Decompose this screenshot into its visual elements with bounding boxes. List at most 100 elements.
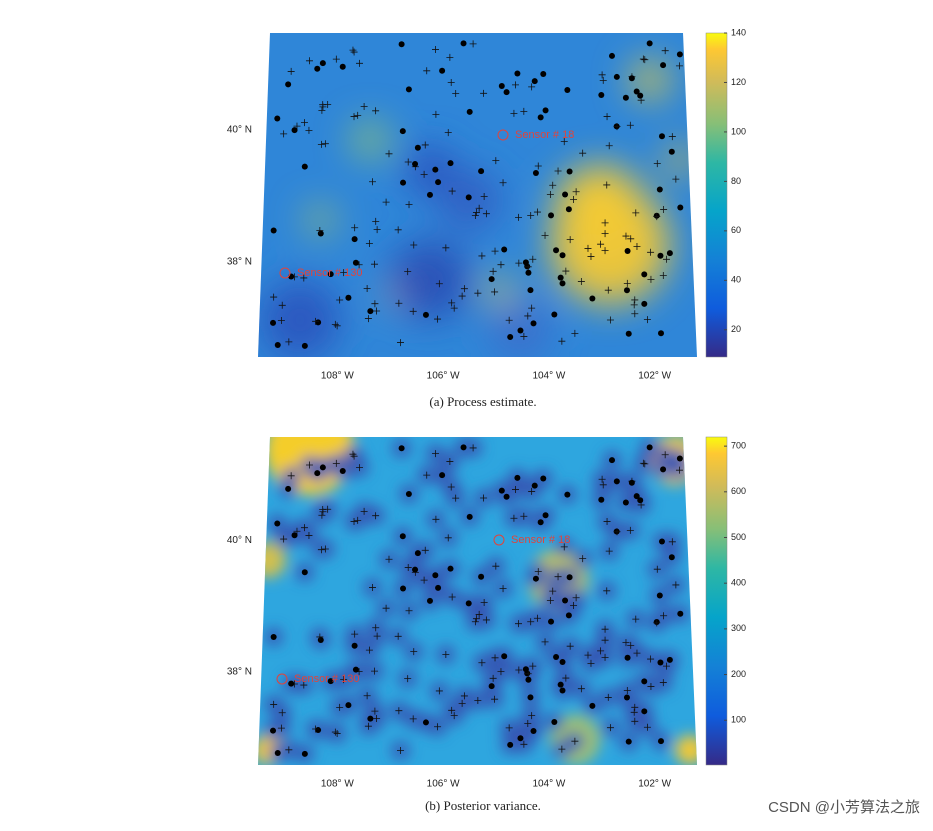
sensor [608,52,615,59]
caption: (a) Process estimate. [429,394,536,409]
sensor [533,208,541,216]
sensor [675,62,683,70]
sensor [599,76,607,84]
sensor [677,204,684,211]
sensor [491,288,499,296]
sensor [301,569,308,576]
sensor [372,624,380,632]
sensor [422,719,429,726]
sensor [285,746,293,754]
sensor [666,250,673,257]
sensor [498,83,505,90]
sensor [601,219,609,227]
sensor [603,113,611,121]
sensor [414,144,421,151]
sensor [657,659,664,666]
colorbar [705,436,728,766]
sensor [331,728,339,736]
sensor [548,618,555,625]
sensor [584,244,592,252]
sensor [300,681,308,689]
sensor [599,481,607,489]
sensor [317,140,325,148]
sensor [623,694,630,701]
sensor [409,715,417,723]
sensor [287,472,295,480]
sensor [625,738,632,745]
sensor [624,654,631,661]
sensor [608,457,615,464]
x-tick-label: 102° W [638,779,671,790]
sensor [553,247,560,254]
sensor [633,649,641,657]
sensor [587,659,595,667]
sensor [646,444,653,451]
sensor [373,307,381,315]
colorbar-tick-label: 60 [731,225,741,235]
sensor [577,278,585,286]
sensor [277,724,285,732]
sensor [285,485,292,492]
sensor [300,524,308,532]
sensor [450,304,458,312]
sensor [624,248,631,255]
sensor [404,675,412,683]
sensor [676,455,683,462]
x-tick-label: 108° W [321,779,354,790]
sensor [270,319,277,326]
sensor [336,296,344,304]
sensor [439,472,446,479]
field-blob [306,206,334,234]
sensor [589,702,596,709]
sensor [469,444,477,452]
sensor [657,738,664,745]
sensor [528,83,536,91]
sensor [435,280,443,288]
sensor [639,459,647,467]
sensor [305,532,313,540]
sensor [628,479,635,486]
x-tick-label: 104° W [532,779,565,790]
sensor [660,466,667,473]
sensor [478,252,486,260]
sensor [626,526,634,534]
sensor [653,213,661,221]
y-tick-label: 40° N [227,125,252,136]
sensor [435,687,443,695]
sensor [319,464,326,471]
sensor [675,466,683,474]
sensor [460,40,467,47]
sensor [398,445,405,452]
sensor [601,230,609,238]
y-tick-label: 38° N [227,257,252,268]
annotation: Sensor # 18 [511,534,570,546]
sensor [365,646,373,654]
sensor [270,700,278,708]
sensor [314,65,321,72]
x-tick-label: 104° W [532,371,565,382]
sensor [489,674,497,682]
sensor [589,295,596,302]
sensor [668,538,676,546]
field-blob [486,276,514,304]
sensor [465,194,472,201]
sensor [515,213,523,221]
sensor [349,450,357,458]
sensor [412,161,419,168]
sensor [653,565,661,573]
sensor [668,554,675,561]
sensor [656,592,663,599]
sensor [404,268,412,276]
sensor [646,40,653,47]
sensor [542,512,549,519]
sensor [557,681,564,688]
sensor [277,316,285,324]
sensor [499,179,507,187]
sensor [447,483,455,491]
sensor [471,618,479,626]
sensor [623,687,631,695]
sensor [647,682,655,690]
colorbar-tick-label: 40 [731,275,741,285]
sensor [409,307,417,315]
sensor [631,703,639,711]
